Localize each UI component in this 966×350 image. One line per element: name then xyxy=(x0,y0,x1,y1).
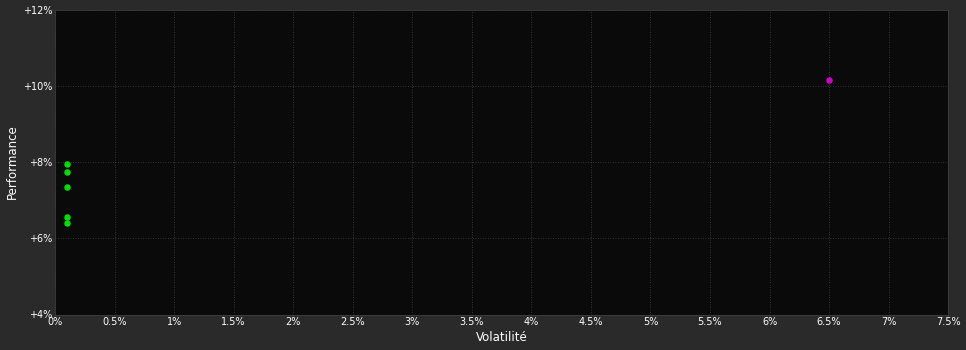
Point xyxy=(59,220,74,226)
X-axis label: Volatilité: Volatilité xyxy=(475,331,527,344)
Point xyxy=(59,184,74,190)
Point xyxy=(821,77,837,83)
Point xyxy=(59,215,74,220)
Point xyxy=(59,161,74,167)
Point xyxy=(59,169,74,174)
Y-axis label: Performance: Performance xyxy=(6,125,18,200)
